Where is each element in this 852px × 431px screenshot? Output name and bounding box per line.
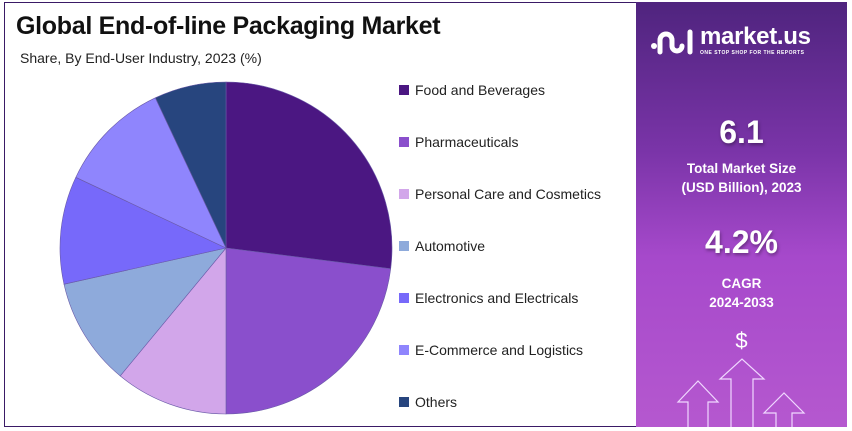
dollar-icon: $: [735, 328, 748, 353]
legend-swatch: [399, 137, 409, 147]
market-size-value: 6.1: [719, 114, 764, 150]
pie-slice-personal-care-and-cosmetics: [119, 247, 227, 415]
legend-item: Automotive: [399, 220, 629, 272]
legend-label: Food and Beverages: [415, 82, 545, 98]
market-size-label: Total Market Size: [686, 161, 797, 176]
logo-name: market.us: [700, 23, 811, 50]
cagr-value: 4.2%: [705, 224, 778, 260]
legend-item: Electronics and Electricals: [399, 272, 629, 324]
legend-swatch: [399, 293, 409, 303]
pie-slice-others: [154, 81, 227, 249]
legend-item: E-Commerce and Logistics: [399, 324, 629, 376]
legend-swatch: [399, 397, 409, 407]
legend-item: Personal Care and Cosmetics: [399, 168, 629, 220]
pie-slice-automotive: [63, 247, 227, 377]
cagr-label: CAGR: [721, 276, 762, 291]
legend-swatch: [399, 241, 409, 251]
pie-slice-food-and-beverages: [225, 81, 393, 270]
legend-label: Automotive: [415, 238, 486, 254]
pie-chart: [59, 81, 393, 415]
pie-slice-e-commerce-and-logistics: [75, 97, 227, 249]
chart-legend: Food and Beverages Pharmaceuticals Persona…: [399, 64, 629, 428]
legend-label: Personal Care and Cosmetics: [415, 186, 601, 202]
legend-item: Others: [399, 376, 629, 428]
legend-label: Pharmaceuticals: [415, 134, 519, 150]
market-us-logo: market.us ONE STOP SHOP FOR THE REPORTS: [650, 24, 811, 57]
legend-label: Others: [415, 394, 458, 410]
growth-arrows-icon: [676, 358, 806, 427]
summary-panel: market.us ONE STOP SHOP FOR THE REPORTS …: [636, 2, 847, 427]
chart-title: Global End-of-line Packaging Market: [16, 12, 441, 40]
legend-swatch: [399, 85, 409, 95]
logo-icon: [651, 29, 693, 54]
legend-label: Electronics and Electricals: [415, 290, 579, 306]
cagr-period: 2024-2033: [709, 295, 774, 310]
legend-label: E-Commerce and Logistics: [415, 342, 584, 358]
pie-slice-electronics-and-electricals: [59, 176, 227, 285]
chart-subtitle: Share, By End-User Industry, 2023 (%): [20, 50, 262, 66]
legend-swatch: [399, 345, 409, 355]
logo-tagline: ONE STOP SHOP FOR THE REPORTS: [700, 50, 805, 56]
legend-item: Food and Beverages: [399, 64, 629, 116]
legend-swatch: [399, 189, 409, 199]
market-size-unit: (USD Billion), 2023: [681, 180, 802, 195]
legend-item: Pharmaceuticals: [399, 116, 629, 168]
pie-slice-pharmaceuticals: [225, 247, 392, 415]
